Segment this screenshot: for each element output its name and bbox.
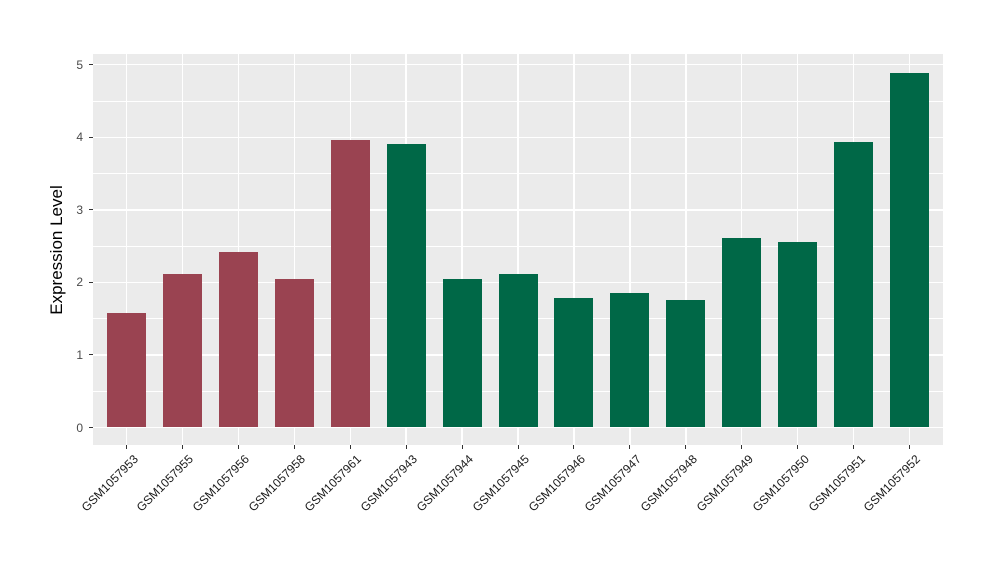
x-tick (126, 445, 128, 449)
x-tick-label: GSM1057948 (637, 452, 700, 515)
bar-GSM1057956 (218, 251, 258, 428)
bar-GSM1057948 (666, 299, 706, 428)
bar-GSM1057955 (163, 273, 203, 428)
y-tick-label: 0 (76, 420, 83, 435)
x-tick-label: GSM1057958 (246, 452, 309, 515)
bar-GSM1057943 (386, 143, 426, 428)
vertical-gridline (461, 54, 463, 445)
plot-panel (93, 54, 943, 445)
x-tick-label: GSM1057944 (413, 452, 477, 515)
x-tick-label: GSM1057945 (469, 452, 532, 515)
x-tick (405, 445, 407, 449)
bar-GSM1057946 (554, 297, 594, 428)
bar-GSM1057945 (498, 273, 538, 428)
y-tick (88, 281, 93, 283)
y-tick (88, 64, 93, 66)
bar-GSM1057952 (889, 73, 929, 428)
x-tick (517, 445, 519, 449)
vertical-gridline (629, 54, 631, 445)
x-tick-label: GSM1057943 (357, 452, 421, 515)
x-tick-label: GSM1057949 (693, 452, 756, 515)
bar-GSM1057961 (330, 140, 370, 428)
x-tick (573, 445, 575, 449)
x-tick (293, 445, 295, 449)
x-tick-label: GSM1057951 (805, 452, 868, 515)
x-tick-label: GSM1057956 (190, 452, 253, 515)
x-tick-label: GSM1057961 (301, 452, 365, 515)
vertical-gridline (573, 54, 575, 445)
bar-GSM1057949 (722, 238, 762, 428)
x-tick (629, 445, 631, 449)
y-tick (88, 136, 93, 138)
bar-GSM1057944 (442, 279, 482, 428)
y-tick-label: 5 (76, 57, 83, 72)
y-tick (88, 354, 93, 356)
x-tick-label: GSM1057946 (525, 452, 588, 515)
y-tick-label: 1 (76, 347, 83, 362)
bar-GSM1057958 (274, 279, 314, 428)
y-tick (88, 427, 93, 428)
x-tick (853, 445, 855, 449)
x-tick (685, 445, 687, 449)
x-tick (182, 445, 184, 449)
x-tick-label: GSM1057950 (749, 452, 812, 515)
x-tick-label: GSM1057955 (134, 452, 197, 515)
x-tick (461, 445, 463, 449)
y-tick-label: 3 (76, 202, 83, 217)
bar-GSM1057953 (107, 312, 147, 428)
vertical-gridline (685, 54, 687, 445)
y-tick-label: 2 (76, 275, 83, 290)
x-tick-label: GSM1057953 (78, 452, 141, 515)
vertical-gridline (237, 54, 240, 445)
y-tick (88, 209, 93, 211)
bar-GSM1057947 (610, 292, 650, 428)
x-tick (908, 445, 910, 449)
vertical-gridline (181, 54, 184, 445)
y-tick-label: 4 (76, 130, 83, 145)
x-tick-label: GSM1057952 (861, 452, 924, 515)
x-tick (349, 445, 351, 449)
vertical-gridline (293, 54, 296, 445)
vertical-gridline (517, 54, 519, 445)
bar-GSM1057951 (834, 142, 874, 428)
bar-GSM1057950 (778, 242, 818, 428)
x-tick-label: GSM1057947 (581, 452, 644, 515)
x-tick (797, 445, 799, 449)
x-tick (741, 445, 743, 449)
x-tick (237, 445, 239, 449)
vertical-gridline (125, 54, 128, 445)
